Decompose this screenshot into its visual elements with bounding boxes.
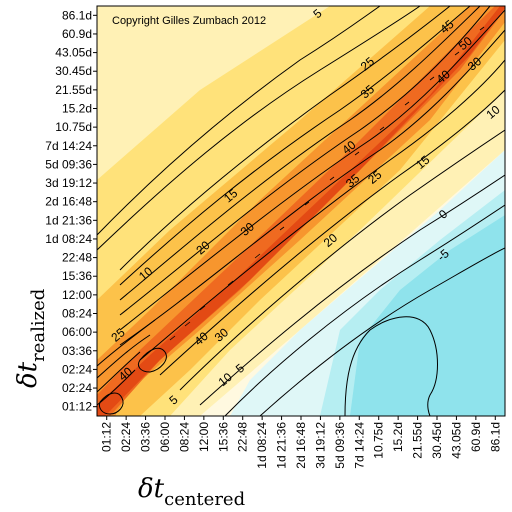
y-tick-label: 10.75d xyxy=(55,120,92,134)
x-tick-label: 86.1d xyxy=(488,422,502,452)
y-tick-label: 43.05d xyxy=(55,46,92,60)
x-tick-label: 15.2d xyxy=(391,422,405,452)
copyright-annotation: Copyright Gilles Zumbach 2012 xyxy=(112,15,266,27)
y-tick-label: 1d 08:24 xyxy=(45,232,92,246)
x-tick-label: 15:36 xyxy=(216,422,230,452)
y-tick-label: 12:00 xyxy=(62,288,92,302)
x-tick-label: 5d 09:36 xyxy=(333,422,347,469)
y-tick-label: 21.55d xyxy=(55,83,92,97)
svg-text:δtrealized: δtrealized xyxy=(13,289,49,388)
band-red xyxy=(97,6,505,416)
x-tick-label: 7d 14:24 xyxy=(352,422,366,469)
y-tick-label: 08:24 xyxy=(62,307,92,321)
x-tick-label: 60.9d xyxy=(469,422,483,452)
plot-area xyxy=(97,6,505,416)
x-axis-symbol: δt xyxy=(138,474,165,504)
y-tick-label: 03:36 xyxy=(62,344,92,358)
x-tick-label: 21.55d xyxy=(411,422,425,459)
ridge-markers xyxy=(169,26,485,341)
y-axis-title: δtrealized xyxy=(13,289,49,388)
x-tick-label: 1d 08:24 xyxy=(255,422,269,469)
band-deep-cyan xyxy=(350,215,505,416)
y-tick-label: 1d 21:36 xyxy=(45,213,92,227)
y-tick-label: 2d 16:48 xyxy=(45,195,92,209)
x-tick-label: 43.05d xyxy=(449,422,463,459)
x-tick-label: 3d 19:12 xyxy=(313,422,327,469)
y-tick-label: 15.2d xyxy=(62,102,92,116)
y-tick-label: 86.1d xyxy=(62,8,92,22)
y-tick-label: 02:24 xyxy=(62,381,92,395)
x-axis-subscript: centered xyxy=(164,489,245,510)
x-tick-label: 08:24 xyxy=(177,422,191,452)
y-tick-label: 7d 14:24 xyxy=(45,139,92,153)
contour-lines xyxy=(97,6,505,416)
y-tick-label: 15:36 xyxy=(62,269,92,283)
x-tick-label: 03:36 xyxy=(139,422,153,452)
x-tick-label: 22:48 xyxy=(236,422,250,452)
x-tick-label: 06:00 xyxy=(158,422,172,452)
y-axis-ticks: 01:12 02:24 02:24 03:36 06:00 08:24 12:00 15:36… xyxy=(45,8,97,414)
y-tick-label: 02:24 xyxy=(62,362,92,376)
y-tick-label: 01:12 xyxy=(62,400,92,414)
y-tick-label: 3d 19:12 xyxy=(45,176,92,190)
x-tick-label: 30.45d xyxy=(430,422,444,459)
x-tick-label: 01:12 xyxy=(100,422,114,452)
x-tick-label: 2d 16:48 xyxy=(294,422,308,469)
y-axis-subscript: realized xyxy=(28,289,49,362)
y-tick-label: 60.9d xyxy=(62,27,92,41)
y-tick-label: 06:00 xyxy=(62,325,92,339)
svg-text:δtcentered: δtcentered xyxy=(138,474,245,510)
x-tick-label: 02:24 xyxy=(119,422,133,452)
x-axis-title: δtcentered xyxy=(138,474,245,510)
x-tick-label: 1d 21:36 xyxy=(275,422,289,469)
y-axis-symbol: δt xyxy=(13,361,43,388)
y-tick-label: 22:48 xyxy=(62,251,92,265)
y-tick-label: 5d 09:36 xyxy=(45,157,92,171)
x-tick-label: 10.75d xyxy=(372,422,386,459)
y-tick-label: 30.45d xyxy=(55,64,92,78)
x-tick-label: 12:00 xyxy=(197,422,211,452)
x-axis-ticks: 01:12 02:24 03:36 06:00 08:24 12:00 15:36 22:48… xyxy=(100,416,502,469)
